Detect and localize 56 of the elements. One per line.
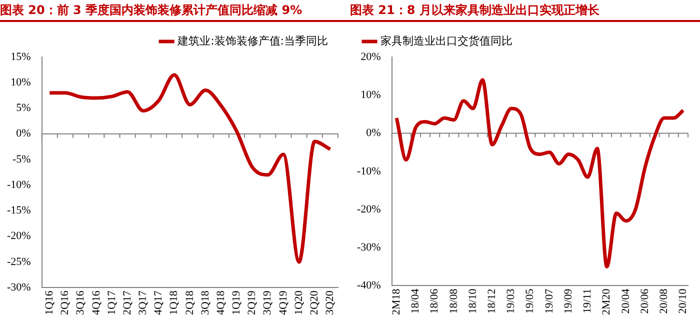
y-tick-label: 10% xyxy=(10,76,31,89)
x-tick-label: 4Q16 xyxy=(90,290,102,316)
y-tick-label: 5% xyxy=(16,102,31,114)
x-tick-label: 2Q20 xyxy=(308,290,321,316)
x-tick-label: 3Q20 xyxy=(324,290,336,316)
y-tick-label: -30% xyxy=(7,281,31,294)
y-tick-label: -20% xyxy=(357,203,381,216)
x-tick-label: 18/06 xyxy=(428,288,441,314)
legend-label: 家具制造业出口交货值同比 xyxy=(380,34,512,48)
x-tick-label: 18/12 xyxy=(486,288,498,314)
x-tick-label: 19/03 xyxy=(505,288,518,314)
x-tick-label: 20/06 xyxy=(638,288,651,314)
x-tick-label: 2M20 xyxy=(600,288,613,315)
y-tick-label: -40% xyxy=(357,280,381,292)
x-tick-label: 1Q16 xyxy=(44,290,56,316)
y-tick-label: 0% xyxy=(16,128,31,140)
legend-label: 建筑业:装饰装修产值:当季同比 xyxy=(176,34,328,48)
x-tick-label: 20/04 xyxy=(620,288,632,314)
x-tick-label: 4Q19 xyxy=(277,290,290,316)
x-tick-label: 2Q19 xyxy=(246,290,258,316)
x-tick-label: 2Q17 xyxy=(121,290,134,316)
x-tick-label: 19/05 xyxy=(524,288,536,314)
y-tick-label: 15% xyxy=(10,50,31,63)
x-tick-label: 3Q19 xyxy=(262,290,274,316)
x-tick-label: 3Q16 xyxy=(74,290,87,316)
x-tick-label: 18/08 xyxy=(448,288,460,314)
x-tick-label: 1Q19 xyxy=(230,290,243,316)
chart-title: 图表 20：前 3 季度国内装饰装修累计产值同比缩减 9% xyxy=(0,0,350,22)
x-tick-label: 2Q18 xyxy=(184,290,196,316)
y-tick-label: 0% xyxy=(366,127,381,140)
y-tick-label: -20% xyxy=(7,230,31,242)
y-tick-label: -25% xyxy=(7,256,31,268)
y-tick-label: -15% xyxy=(7,204,31,217)
x-tick-label: 3Q17 xyxy=(137,290,150,316)
chart-title: 图表 21：8 月以来家具制造业出口实现正增长 xyxy=(350,0,700,22)
y-tick-label: 20% xyxy=(360,50,381,63)
x-tick-label: 3Q18 xyxy=(199,290,212,316)
x-tick-label: 1Q17 xyxy=(106,290,118,316)
x-tick-label: 19/07 xyxy=(543,288,556,314)
x-tick-label: 2M18 xyxy=(390,288,402,315)
x-tick-label: 4Q17 xyxy=(152,290,165,316)
y-tick-label: -10% xyxy=(7,178,31,191)
x-tick-label: 19/09 xyxy=(562,288,574,314)
y-tick-label: -10% xyxy=(357,165,381,178)
y-tick-label: -30% xyxy=(357,241,381,254)
x-tick-label: 18/04 xyxy=(410,288,422,314)
x-tick-label: 18/10 xyxy=(466,288,479,314)
x-tick-label: 1Q18 xyxy=(168,290,180,316)
x-tick-label: 4Q18 xyxy=(214,290,227,316)
x-tick-label: 1Q20 xyxy=(292,290,305,316)
y-tick-label: 10% xyxy=(360,89,381,102)
x-tick-label: 20/10 xyxy=(677,288,690,314)
x-tick-label: 20/08 xyxy=(658,288,670,314)
y-tick-label: -5% xyxy=(12,153,31,166)
x-tick-label: 2Q16 xyxy=(59,290,72,316)
x-tick-label: 19/11 xyxy=(582,288,594,314)
